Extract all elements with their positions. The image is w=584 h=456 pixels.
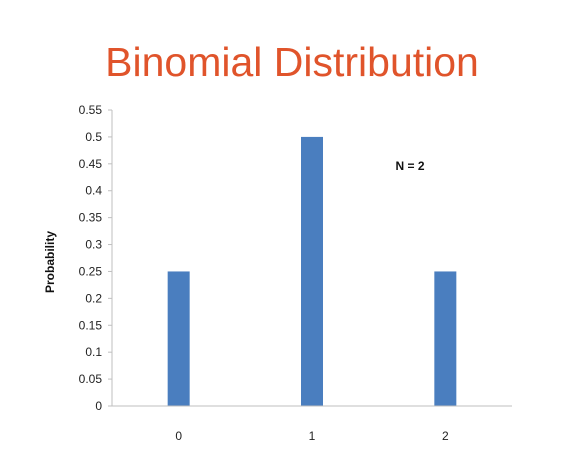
y-tick-label: 0.55 [79,103,103,117]
y-tick-label: 0.3 [85,238,102,252]
x-tick-label: 1 [309,429,316,443]
bar-0 [167,271,190,406]
y-tick-label: 0.4 [85,184,102,198]
bar-2 [434,271,457,406]
y-tick-label: 0.1 [85,345,102,359]
y-tick-label: 0 [95,399,102,413]
x-tick-label: 2 [442,429,449,443]
y-axis-ticks: 0 0.05 0.1 0.15 0.2 0.25 0.3 0.35 0.4 0.45 0.5 0.55 [79,103,112,413]
x-tick-label: 0 [175,429,182,443]
bar-1 [301,136,323,406]
y-tick-label: 0.45 [79,157,103,171]
chart-title: Binomial Distribution [105,39,479,85]
y-tick-label: 0.5 [85,130,102,144]
y-axis-title: Probability [43,231,57,293]
y-tick-label: 0.35 [79,211,103,225]
y-tick-label: 0.25 [79,264,103,278]
bars [167,136,457,406]
y-tick-label: 0.15 [79,318,103,332]
y-tick-label: 0.05 [79,372,103,386]
x-axis-ticks: 0 1 2 [175,429,449,443]
y-tick-label: 0.2 [85,291,102,305]
n-annotation: N = 2 [395,159,424,173]
